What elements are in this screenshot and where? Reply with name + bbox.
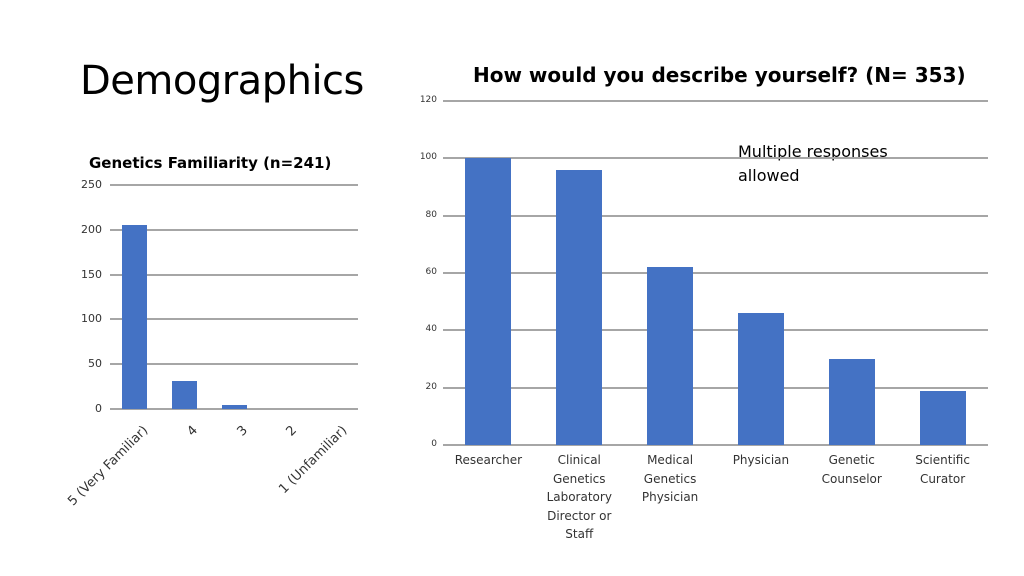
right-chart-title: How would you describe yourself? (N= 353…: [473, 63, 966, 87]
y-tick-label: 150: [81, 267, 102, 281]
bar: [221, 404, 247, 409]
y-tick-label: 40: [425, 324, 437, 335]
bar: [828, 359, 875, 445]
x-tick-label: Genetic Counselor: [821, 453, 882, 486]
y-tick-label: 250: [81, 178, 102, 191]
gridline: [110, 184, 358, 186]
y-tick-label: 100: [81, 312, 102, 326]
gridline: [110, 273, 358, 276]
y-tick-label: 0: [431, 439, 437, 449]
y-tick-label: 120: [419, 95, 437, 105]
left-chart-title: Genetics Familiarity (n=241): [89, 154, 332, 172]
gridline: [110, 363, 358, 366]
y-tick-label: 20: [425, 381, 437, 392]
bar: [556, 169, 603, 445]
gridline: [443, 157, 988, 160]
bar: [919, 390, 966, 445]
x-tick-label: Physician: [732, 453, 790, 467]
gridline: [110, 228, 358, 231]
bar: [122, 225, 148, 409]
gridline: [443, 272, 988, 274]
gridline: [443, 444, 988, 446]
x-tick-label: Clinical Genetics Laboratory Director or Sta…: [546, 453, 612, 541]
x-tick-label: 3: [234, 423, 251, 440]
gridline: [443, 329, 988, 332]
y-tick-label: 80: [425, 209, 437, 220]
bar: [647, 267, 694, 445]
bar: [171, 381, 197, 409]
gridline: [110, 318, 358, 321]
slide-title: Demographics: [80, 58, 364, 104]
y-tick-label: 50: [88, 357, 102, 371]
bar: [737, 313, 784, 445]
y-tick-label: 60: [425, 267, 437, 277]
gridline: [443, 386, 988, 389]
gridline: [443, 214, 988, 217]
x-tick-label: Medical Genetics Physician: [641, 453, 699, 504]
x-tick-label: Researcher: [454, 453, 523, 467]
x-tick-label: Scientific Curator: [915, 453, 970, 486]
x-tick-label: 5 (Very Familiar): [65, 423, 152, 510]
gridline: [443, 100, 988, 102]
gridline: [110, 408, 358, 410]
bar: [465, 158, 512, 445]
y-tick-label: 0: [95, 402, 102, 415]
y-tick-label: 200: [81, 222, 102, 236]
x-tick-label: 4: [184, 423, 202, 440]
y-tick-label: 100: [419, 152, 437, 163]
x-tick-label: 2: [283, 423, 301, 440]
x-tick-label: 1 (Unfamiliar): [275, 423, 350, 498]
multiple-responses-note: Multiple responses allowed: [738, 142, 888, 185]
